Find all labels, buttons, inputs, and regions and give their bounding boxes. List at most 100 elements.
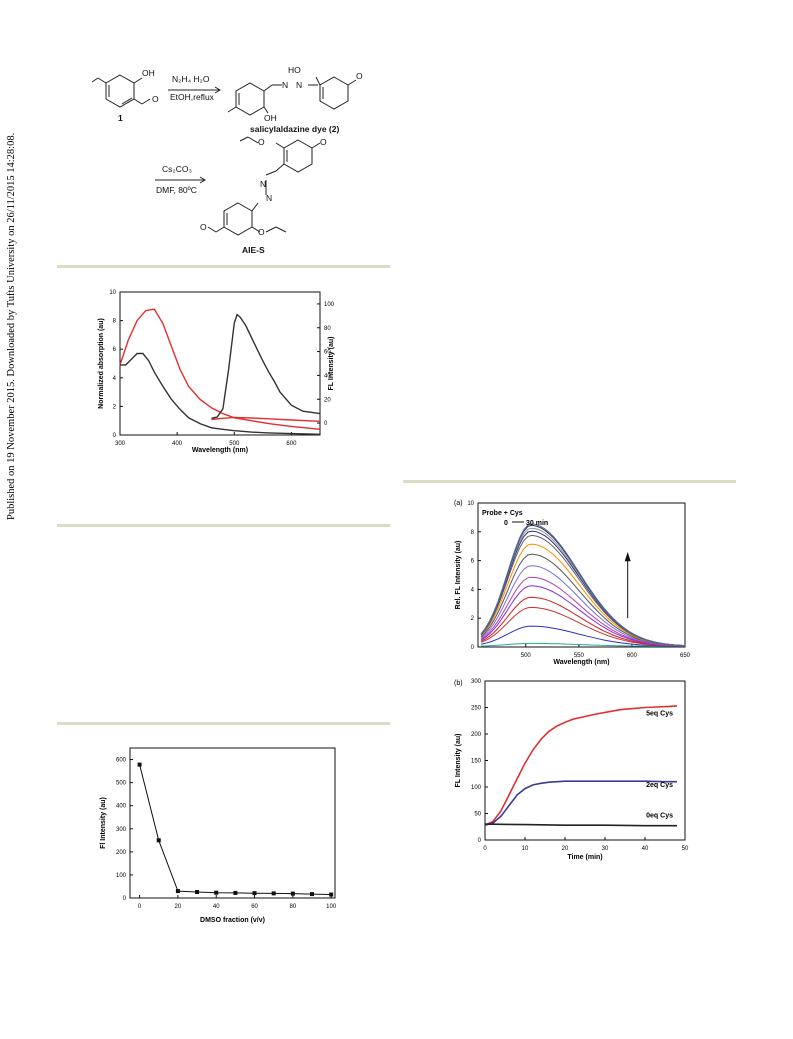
plot-frame [129,747,336,899]
y2-axis-label: FL Intensity (au) [328,337,335,391]
cys-kinetics-chart: 0 10 20 30 40 50 0 50 100 150 200 250 300 5eq Cys 2eq … [454,679,689,861]
series-label-2: 0eq Cys [646,813,673,820]
y-tick-label: 300 [471,679,482,685]
series-line-2 [484,823,677,827]
scheme-label-o-2: O [356,71,363,81]
x-tick-label: 650 [680,653,691,659]
reagent2-bottom: DMF, 80ºC [156,185,197,195]
y-axis-label: FL Intensity (au) [455,734,462,788]
reaction-scheme: OH O N N HO OH O O O N N O O 1 N₂H₄ H₂O … [91,65,363,255]
spectrum-line-0 [481,642,685,647]
series-line-2 [211,313,321,419]
y-tick-label: 8 [471,530,475,536]
annotation-probe-cys: Probe + Cys [482,510,523,517]
x-tick-label: 20 [175,904,182,910]
series-line-3 [211,416,321,422]
spectrum-line-1 [481,625,686,647]
y-axis-label: Rel. FL Intensity (au) [455,541,462,610]
x-tick-label: 50 [682,846,689,852]
x-tick-label: 40 [642,846,649,852]
x-axis-label: Time (min) [567,854,602,861]
x-tick-label: 0 [138,904,142,910]
scheme-label-o-1: O [152,94,159,104]
scheme-label-o-3: O [258,137,265,147]
y-tick-label: 10 [467,501,474,507]
scheme-label-ho: HO [288,65,301,75]
data-point [290,891,295,896]
y-tick-label: 2 [471,616,475,622]
x-tick-label: 20 [562,846,569,852]
scheme-label-o-6: O [258,227,265,237]
y-tick-label: 200 [116,850,127,856]
x-axis-label: DMSO fraction (v/v) [200,917,265,924]
y-tick-label: 6 [113,347,117,353]
x-tick-label: 600 [286,441,297,447]
data-point [195,890,200,894]
scheme-label-n-3: N [260,179,266,189]
x-tick-label: 60 [251,904,258,910]
y-tick-label: 0 [471,645,475,651]
y-tick-label: 4 [113,376,117,382]
panel-label: (b) [454,680,463,687]
scheme-label-n-4: N [266,193,272,203]
y-tick-label: 150 [471,759,482,765]
series-line-0 [119,308,321,430]
scheme-label-o-4: O [320,137,327,147]
y-tick-label: 4 [471,587,475,593]
reagent2-top: Cs₂CO₃ [162,164,192,174]
x-tick-label: 30 [602,846,609,852]
series-line-0 [484,705,678,826]
spectrum-line-13 [480,523,686,647]
x-tick-label: 0 [483,846,487,852]
y-tick-label: 250 [471,706,482,712]
scheme-label-n-2: N [296,80,302,90]
y-axis-label: Normalized absorption (au) [98,318,105,409]
y-tick-label: 100 [116,873,127,879]
compound1-label: 1 [118,113,123,123]
y-tick-label: 100 [471,785,482,791]
data-point [252,891,257,896]
x-tick-label: 10 [522,846,529,852]
reagent1-top: N₂H₄ H₂O [172,74,210,84]
y-tick-label: 20 [324,397,331,403]
reagent1-bottom: EtOH,reflux [170,92,215,102]
data-point [214,890,219,895]
download-notice-text: Published on 19 November 2015. Downloade… [6,132,17,520]
divider-1 [57,265,390,268]
y-tick-label: 0 [113,433,117,439]
y-tick-label: 0 [123,896,127,902]
y-tick-label: 6 [471,559,475,565]
scheme-label-n-1: N [282,80,288,90]
x-tick-label: 500 [521,653,532,659]
y-tick-label: 10 [109,290,116,296]
x-tick-label: 80 [290,904,297,910]
x-tick-label: 40 [213,904,220,910]
y-tick-label: 0 [324,421,328,427]
y-tick-label: 0 [478,838,482,844]
data-point [329,892,334,897]
y-tick-label: 40 [324,373,331,379]
y-tick-label: 600 [116,758,127,764]
y-tick-label: 50 [474,812,481,818]
product2-label: AIE-S [242,245,265,255]
divider-2 [57,524,390,527]
data-point [310,892,315,897]
x-tick-label: 100 [326,904,337,910]
y-tick-label: 400 [116,804,127,810]
x-tick-label: 300 [115,441,126,447]
series-label-0: 5eq Cys [646,710,673,717]
x-axis-label: Wavelength (nm) [553,659,609,666]
data-point [271,891,276,896]
data-point [156,838,161,843]
time-course-spectra-chart: 500 550 600 650 0 2 4 6 8 10 (a) Probe + Cys 0 30 min… [454,500,691,666]
annotation-start: 0 [504,520,508,527]
scheme-label-o-5: O [200,222,207,232]
x-tick-label: 550 [574,653,585,659]
y-tick-label: 500 [116,781,127,787]
spectrum-line-11 [480,527,686,647]
x-tick-label: 500 [229,441,240,447]
absorption-emission-chart: 300 400 500 6000246810020406080100Wavelengt… [98,290,335,454]
y-tick-label: 2 [113,404,117,410]
y-axis-label: Fl Intensity (au) [100,797,107,849]
x-tick-label: 400 [172,441,183,447]
